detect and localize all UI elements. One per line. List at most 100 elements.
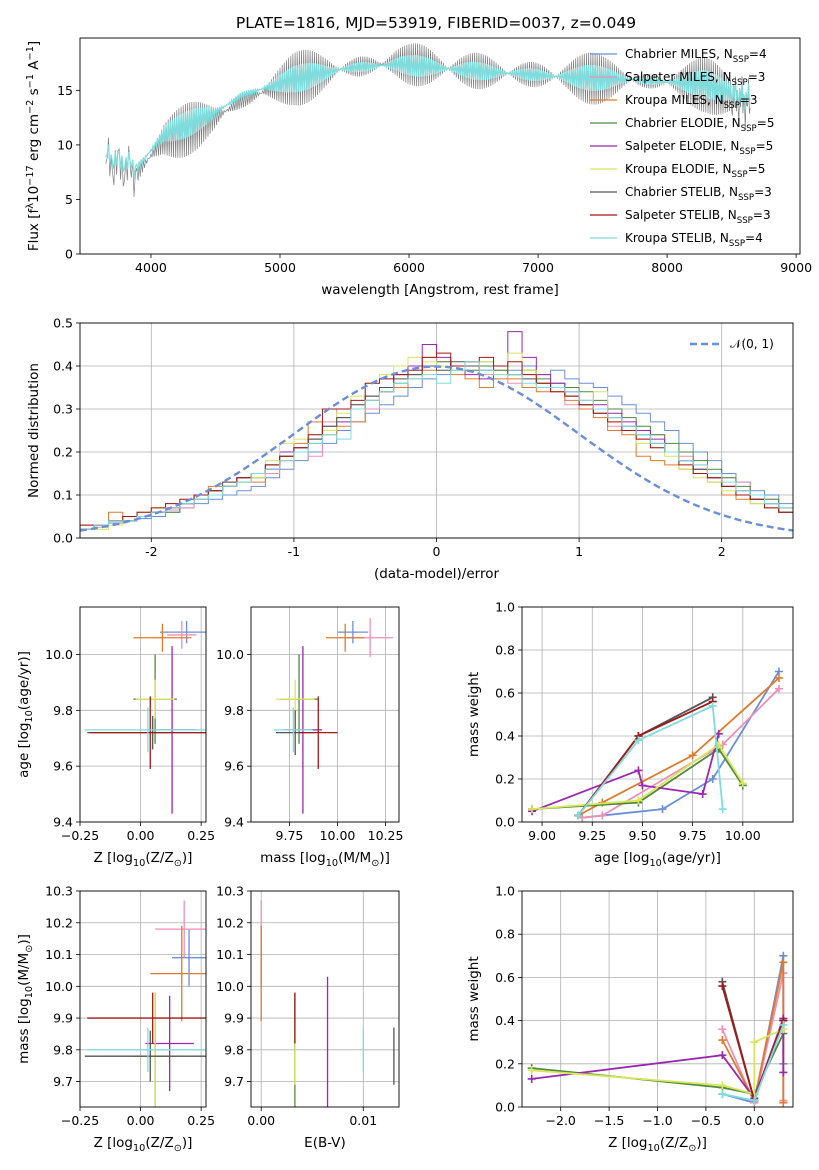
y-tick-label: 0.2 [53,445,73,460]
weight-line [582,671,780,819]
y-tick-label: 10.1 [45,947,73,962]
y-tick-label: 9.4 [224,815,244,830]
weight-marker [688,751,697,760]
weight-marker [774,684,783,693]
weight-marker [698,790,707,799]
residuals-frame [79,322,794,539]
weight-line [582,688,780,819]
weight-marker [750,1096,759,1105]
x-tick-label: 5000 [264,260,296,275]
y-axis-label: mass weight [466,956,482,1041]
y-tick-label: 9.6 [53,759,73,774]
x-tick-label: 1 [575,544,583,559]
y-tick-label: 10.3 [216,884,244,899]
y-tick-label: 10 [57,137,73,152]
x-axis-label: Z [log10(Z/Z⊙)] [94,1135,193,1154]
weight-marker [718,982,727,991]
ebv-mass-frame [250,890,400,1108]
mass-age-axes: 9.75 10.00 10.25 9.4 9.6 9.8 10.0 [216,607,403,843]
x-tick-label: 4000 [135,260,167,275]
weight-marker [574,811,583,820]
x-tick-label: 0.00 [127,828,155,843]
x-tick-label: 0.00 [127,1113,155,1128]
age-weight-frame [521,606,794,823]
y-tick-label: 1.0 [495,884,515,899]
y-tick-label: 9.7 [224,1074,244,1089]
x-tick-label: −1.5 [594,1113,624,1128]
legend-label: Chabrier ELODIE, NSSP=5 [625,116,774,134]
z-age-axes: −0.25 0.00 0.25 9.4 9.6 9.8 10.0 [45,607,215,843]
x-tick-label: 9.00 [528,828,556,843]
y-tick-label: 10.0 [45,647,73,662]
legend-label: Salpeter MILES, NSSP=3 [625,70,765,88]
x-tick-label: 2 [718,544,726,559]
y-axis-label: mass weight [466,672,482,757]
age-weight-series [528,667,783,822]
weight-marker [528,805,537,814]
x-tick-label: 0.00 [247,1113,275,1128]
weight-marker [718,1025,727,1034]
legend: Chabrier MILES, NSSP=4 Salpeter MILES, NS… [590,47,774,249]
spectrum-series [105,43,751,197]
x-tick-label: −2.0 [546,1113,576,1128]
weight-marker [779,1020,788,1029]
weight-line [722,955,785,1104]
y-tick-label: 0.2 [495,772,515,787]
y-tick-label: 0.4 [53,359,73,374]
normal-curve [80,365,793,532]
y-tick-label: 9.8 [53,703,73,718]
y-tick-label: 9.6 [224,759,244,774]
weight-marker [708,701,717,710]
x-tick-label: -2 [145,544,157,559]
x-tick-label: 10.00 [725,828,761,843]
x-tick-label: 9.75 [276,828,304,843]
mass-age-frame [250,606,400,823]
spectrum-axes: 4000 5000 6000 7000 8000 9000 0 5 10 15 [57,83,812,275]
spectrum-frame [79,37,801,255]
x-axis-label: Z [log10(Z/Z⊙)] [94,850,193,869]
y-tick-label: 9.8 [224,1042,244,1057]
x-axis-label: E(B-V) [304,1135,346,1151]
weight-marker [718,1036,727,1045]
x-axis-label: (data-model)/error [374,566,500,582]
x-tick-label: 10.25 [368,828,404,843]
legend-label: Kroupa STELIB, NSSP=4 [625,231,763,249]
legend-label: 𝒩(0, 1) [730,337,774,351]
weight-marker [634,796,643,805]
weight-marker [527,1066,536,1075]
weight-line [721,972,785,1106]
y-tick-label: 10.1 [216,947,244,962]
y-tick-label: 1.0 [495,600,515,615]
weight-line [577,704,724,817]
z-age-frame [79,606,207,823]
x-axis-label: wavelength [Angstrom, rest frame] [321,282,559,298]
y-tick-label: 0.3 [53,402,73,417]
weight-marker [718,1081,727,1090]
y-axis-label: mass [log10(M/M⊙)] [16,934,35,1064]
z-weight-frame [521,890,794,1108]
y-tick-label: 15 [57,83,73,98]
y-tick-label: 10.0 [45,979,73,994]
x-axis-label: mass [log10(M/M⊙)] [260,850,390,869]
z-age-points [84,620,206,814]
mass-age-points [274,618,394,814]
legend-label: Chabrier MILES, NSSP=4 [625,47,767,65]
x-tick-label: 6000 [393,260,425,275]
y-tick-label: 0.5 [53,316,73,331]
x-axis-label: Z [log10(Z/Z⊙)] [608,1135,707,1154]
y-tick-label: 0.0 [495,1100,515,1115]
ebv-mass-points [260,900,395,1107]
x-tick-label: −0.25 [61,828,99,843]
y-axis-label: Flux [fλ10−17 erg cm−2 s−1 A−1] [25,41,42,251]
residuals-axes: -2 -1 0 1 2 0.0 0.1 0.2 0.3 0.4 0.5 [53,316,793,559]
x-axis-label: age [log10(age/yr)] [594,850,721,869]
y-tick-label: 9.8 [224,703,244,718]
legend-label: Salpeter STELIB, NSSP=3 [625,208,771,226]
x-tick-label: 10.00 [320,828,356,843]
histogram-series [80,331,793,538]
x-tick-label: 0.0 [744,1113,764,1128]
weight-marker [774,673,783,682]
y-tick-label: 0.0 [495,815,515,830]
x-tick-label: 8000 [651,260,683,275]
